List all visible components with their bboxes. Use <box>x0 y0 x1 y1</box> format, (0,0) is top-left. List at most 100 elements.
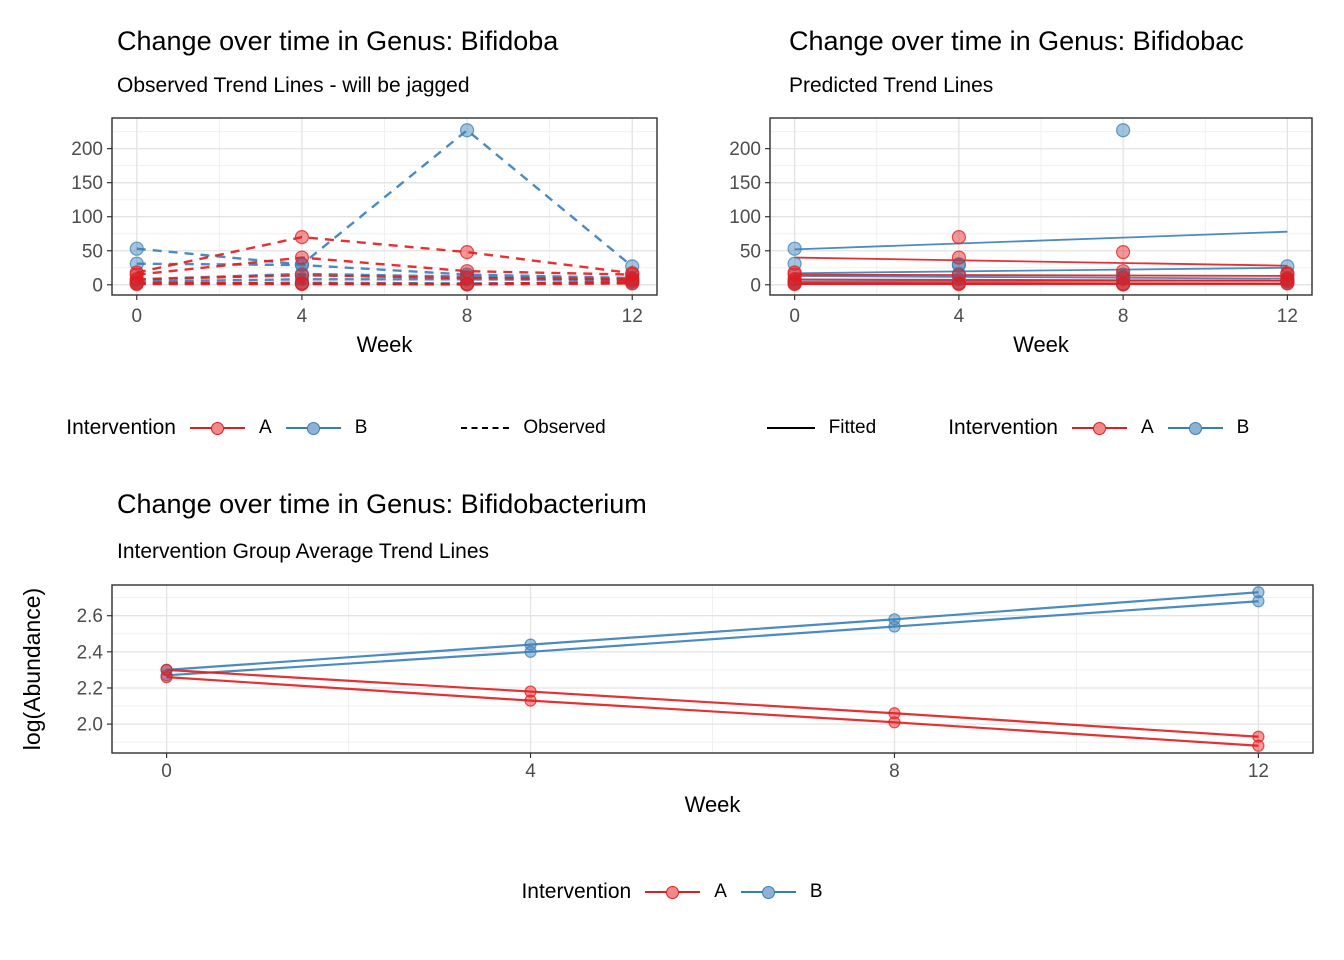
legend-key-intervention-b <box>740 884 796 900</box>
data-point-avg-B-line2 <box>1252 595 1265 608</box>
observed-trend-chart: 0 4 8 12 0 50 100 150 200 Week <box>71 117 658 357</box>
y-tick-label: 2.6 <box>77 606 103 627</box>
y-tick-label: 100 <box>71 207 103 228</box>
legend-title: Intervention <box>948 416 1058 439</box>
legend-label-fitted: Fitted <box>828 417 877 438</box>
y-tick-label: 2.4 <box>77 642 104 663</box>
x-tick-label: 0 <box>161 761 172 782</box>
x-tick-label: 4 <box>525 761 536 782</box>
data-points <box>129 123 640 292</box>
data-point-points-B1 <box>1116 123 1131 138</box>
series-line-avg-B-line2 <box>166 600 1259 677</box>
average-chart-subtitle: Intervention Group Average Trend Lines <box>117 540 490 563</box>
x-tick-label: 12 <box>622 306 643 327</box>
axes: 0 4 8 12 0 50 100 150 200 Week <box>71 139 643 357</box>
series-line-subject-A1 <box>136 235 633 275</box>
data-point-avg-B-line1 <box>1252 586 1265 599</box>
data-point-points-A5 <box>1280 276 1295 291</box>
legend-label-a: A <box>714 881 727 902</box>
predicted-chart-subtitle: Predicted Trend Lines <box>789 74 994 97</box>
x-tick-label: 12 <box>1248 761 1269 782</box>
series-lines <box>166 591 1259 747</box>
panel-border <box>111 584 1314 754</box>
grid-major <box>112 585 1313 753</box>
x-axis-label: Week <box>685 792 742 817</box>
series-lines <box>136 128 633 286</box>
data-point-avg-A-line2 <box>888 716 901 729</box>
series-line-avg-A-line2 <box>166 676 1259 747</box>
data-point-subject-B1 <box>129 241 144 256</box>
legend-dot-b-icon <box>1188 421 1202 435</box>
x-tick-label: 0 <box>789 306 800 327</box>
data-point-points-A5 <box>951 277 966 292</box>
observed-chart-subtitle: Observed Trend Lines - will be jagged <box>117 74 470 97</box>
data-point-subject-A5 <box>625 276 640 291</box>
legend-dot-a-icon <box>666 885 680 899</box>
average-chart-title: Change over time in Genus: Bifidobacteri… <box>117 489 647 519</box>
series-line-fitted-B1 <box>794 230 1288 251</box>
series-line-subject-A5 <box>136 282 633 286</box>
legend-dot-a-icon <box>1092 421 1106 435</box>
series-line-avg-B-line1 <box>166 591 1259 672</box>
legend-label-a: A <box>1140 417 1154 438</box>
y-tick-label: 2.0 <box>77 715 103 736</box>
axes: 0 4 8 12 0 50 100 150 200 Week <box>729 139 1298 357</box>
y-tick-label: 150 <box>71 173 103 194</box>
data-point-subject-A5 <box>459 277 475 292</box>
data-points <box>787 123 1295 292</box>
data-point-avg-B-line2 <box>888 620 901 633</box>
data-point-subject-B4 <box>294 272 310 287</box>
predicted-chart-title: Change over time in Genus: Bifidobac <box>789 26 1244 56</box>
series-line-fitted-B2 <box>794 266 1288 275</box>
legend-dot-a-icon <box>211 421 224 435</box>
legend-title: Intervention <box>521 880 632 903</box>
legend-dot-b-icon <box>306 421 320 435</box>
data-point-avg-A-line1 <box>524 685 537 698</box>
series-line-subject-A2 <box>136 256 633 276</box>
x-tick-label: 12 <box>1277 306 1298 327</box>
x-tick-label: 4 <box>297 306 308 327</box>
data-point-subject-A1 <box>459 245 475 260</box>
legend-key-intervention-a <box>190 420 245 436</box>
y-tick-label: 50 <box>740 241 761 262</box>
legend-label-observed: Observed <box>523 417 606 438</box>
legend-dashed-line-icon <box>461 427 510 429</box>
data-point-avg-A-line2 <box>160 671 173 684</box>
average-trend-chart: 0 4 8 12 2.0 2.2 2.4 2.6 Week log(Abundance) <box>19 584 1314 817</box>
series-line-fitted-A2 <box>794 273 1288 277</box>
x-tick-label: 8 <box>462 306 473 327</box>
y-tick-label: 50 <box>82 241 103 262</box>
series-line-avg-A-line1 <box>166 668 1259 738</box>
y-tick-label: 2.2 <box>77 678 103 699</box>
series-line-subject-B4 <box>136 278 633 283</box>
legend-key-intervention-b <box>285 420 341 436</box>
grid-minor <box>112 585 1313 753</box>
data-point-points-B4 <box>951 272 966 287</box>
data-point-points-A5 <box>1116 277 1131 292</box>
data-point-points-B1 <box>787 241 802 256</box>
legend-label-b: B <box>1236 417 1250 438</box>
y-tick-label: 200 <box>71 139 103 160</box>
observed-chart-title: Change over time in Genus: Bifidoba <box>117 26 559 56</box>
data-point-points-A5 <box>787 277 802 292</box>
data-point-points-A1 <box>1116 245 1131 260</box>
x-axis-label: Week <box>357 332 414 357</box>
legend-dot-b-icon <box>761 885 775 899</box>
legend-label-b: B <box>354 417 368 438</box>
legend-key-intervention-b <box>1167 420 1223 436</box>
predicted-trend-chart: 0 4 8 12 0 50 100 150 200 Week <box>729 117 1313 357</box>
grid-minor <box>112 118 657 295</box>
data-point-avg-A-line1 <box>1252 730 1265 743</box>
data-point-avg-A-line2 <box>1252 739 1265 752</box>
series-line-fitted-A3 <box>794 278 1288 282</box>
y-axis-label: log(Abundance) <box>19 588 45 750</box>
series-line-subject-B1 <box>136 128 633 268</box>
series-lines <box>794 230 1288 286</box>
legend-title: Intervention <box>66 416 176 439</box>
data-point-subject-A5 <box>129 277 144 292</box>
data-point-points-A3 <box>787 272 802 287</box>
x-tick-label: 0 <box>131 306 142 327</box>
data-points <box>160 586 1265 752</box>
y-tick-label: 100 <box>729 207 761 228</box>
